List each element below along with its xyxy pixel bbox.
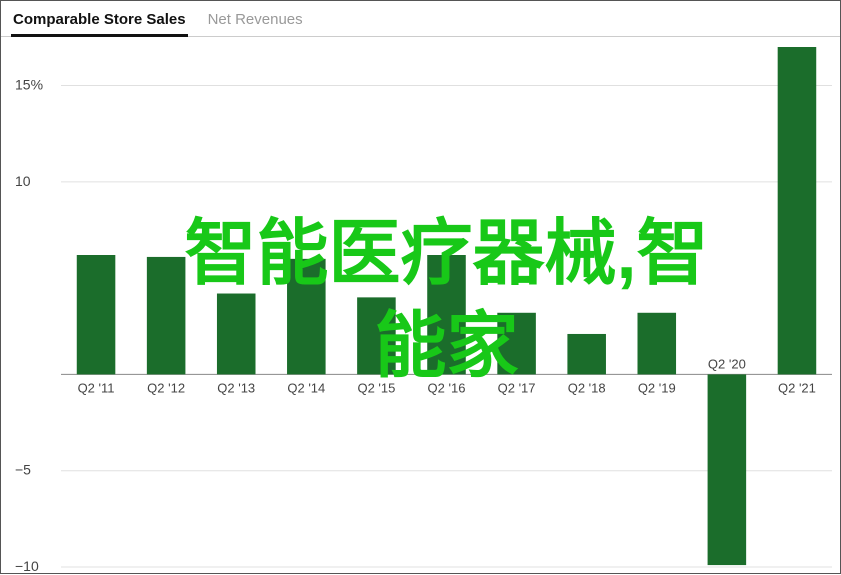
x-tick-label: Q2 '16: [428, 380, 466, 395]
bar-chart: −10 −5 10 15% Q2 '11 Q2 '12 Q2 '13 Q2 '14 Q2 '15…: [1, 39, 841, 575]
bar: [497, 313, 536, 375]
x-tick-label: Q2 '19: [638, 380, 676, 395]
bar: [427, 255, 466, 374]
tab-net-revenues[interactable]: Net Revenues: [206, 7, 305, 36]
tab-comparable-store-sales[interactable]: Comparable Store Sales: [11, 7, 188, 36]
bar: [778, 47, 817, 374]
tabs: Comparable Store Sales Net Revenues: [1, 1, 840, 37]
x-tick-label: Q2 '18: [568, 380, 606, 395]
bar: [357, 297, 396, 374]
x-tick-label: Q2 '12: [147, 380, 185, 395]
chart-container: Comparable Store Sales Net Revenues −10−…: [0, 0, 841, 574]
x-tick-label: Q2 '11: [78, 380, 115, 395]
y-tick-label: −10: [15, 558, 39, 574]
bar: [637, 313, 676, 375]
x-tick-label: Q2 '21: [778, 380, 816, 395]
y-tick-label: −5: [15, 462, 31, 478]
bar: [567, 334, 606, 374]
x-tick-label: Q2 '17: [498, 380, 536, 395]
bar: [217, 294, 256, 375]
x-tick-label: Q2 '15: [357, 380, 395, 395]
y-tick-label: 10: [15, 173, 31, 189]
bar: [287, 259, 326, 375]
bar: [147, 257, 186, 374]
y-tick-label: 15%: [15, 77, 43, 93]
x-tick-label: Q2 '13: [217, 380, 255, 395]
x-tick-label: Q2 '20: [708, 356, 746, 371]
chart-area: −10 −5 10 15% Q2 '11 Q2 '12 Q2 '13 Q2 '14 Q2 '15…: [1, 39, 840, 573]
bar: [77, 255, 116, 374]
bar: [708, 374, 747, 565]
x-tick-label: Q2 '14: [287, 380, 325, 395]
